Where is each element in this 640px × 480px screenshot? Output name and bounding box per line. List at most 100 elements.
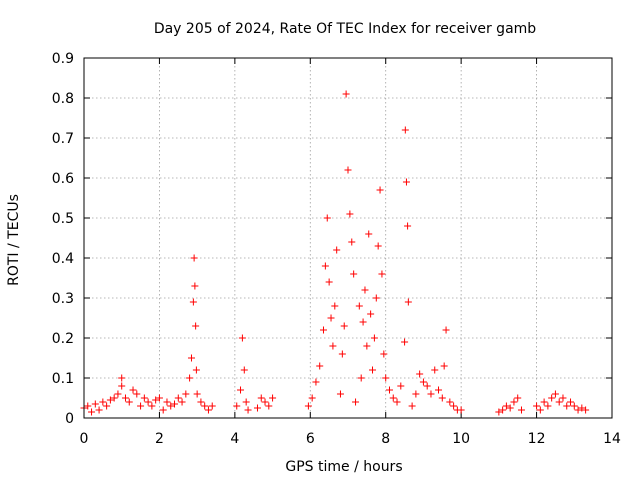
x-axis-label: GPS time / hours [285, 459, 402, 475]
data-point [555, 398, 563, 406]
data-point [182, 390, 190, 398]
data-point [544, 402, 552, 410]
data-point [121, 394, 129, 402]
data-point [125, 398, 133, 406]
y-axis-label: ROTI / TECUs [6, 194, 22, 286]
data-point [191, 282, 199, 290]
data-point [495, 408, 503, 416]
x-tick-label: 2 [155, 431, 164, 447]
data-point [514, 394, 522, 402]
data-point [363, 342, 371, 350]
data-point [163, 398, 171, 406]
y-tick-label: 0.8 [52, 91, 74, 107]
data-point [204, 406, 212, 414]
data-point [193, 390, 201, 398]
data-point [192, 322, 200, 330]
data-point [348, 238, 356, 246]
data-point [152, 396, 160, 404]
data-point [178, 398, 186, 406]
data-point [336, 390, 344, 398]
data-point [106, 396, 114, 404]
data-point [431, 366, 439, 374]
data-point [361, 286, 369, 294]
data-point [389, 394, 397, 402]
data-point [114, 390, 122, 398]
x-tick-label: 14 [603, 431, 621, 447]
data-point [265, 402, 273, 410]
data-point [567, 398, 575, 406]
data-point [242, 398, 250, 406]
data-point [540, 398, 548, 406]
x-tick-label: 10 [452, 431, 470, 447]
data-point [372, 294, 380, 302]
data-point [401, 126, 409, 134]
data-point [103, 402, 111, 410]
data-point [316, 362, 324, 370]
data-point [370, 334, 378, 342]
data-point [192, 366, 200, 374]
y-tick-label: 0.1 [52, 371, 74, 387]
data-point [382, 374, 390, 382]
data-points [80, 90, 590, 416]
data-point [253, 404, 261, 412]
data-point [367, 310, 375, 318]
data-point [197, 398, 205, 406]
data-point [342, 90, 350, 98]
data-point [457, 406, 465, 414]
data-point [440, 362, 448, 370]
data-point [257, 394, 265, 402]
data-point [346, 210, 354, 218]
data-point [208, 402, 216, 410]
data-point [167, 402, 175, 410]
data-point [319, 326, 327, 334]
data-point [402, 178, 410, 186]
data-point [118, 374, 126, 382]
data-point [369, 366, 377, 374]
data-point [148, 402, 156, 410]
data-point [517, 406, 525, 414]
data-point [269, 394, 277, 402]
y-tick-label: 0.5 [52, 211, 74, 227]
data-point [171, 400, 179, 408]
data-point [238, 334, 246, 342]
data-point [412, 390, 420, 398]
data-point [91, 400, 99, 408]
data-point [416, 370, 424, 378]
y-tick-label: 0.6 [52, 171, 74, 187]
data-point [378, 270, 386, 278]
data-point [536, 406, 544, 414]
data-point [582, 406, 590, 414]
data-point [327, 314, 335, 322]
data-point [563, 402, 571, 410]
data-point [350, 270, 358, 278]
x-tick-label: 0 [80, 431, 89, 447]
data-point [499, 406, 507, 414]
data-point [329, 342, 337, 350]
data-point [393, 398, 401, 406]
data-point [502, 402, 510, 410]
data-point [189, 298, 197, 306]
data-point [99, 398, 107, 406]
x-axis-ticks: 0 2 4 6 8 10 12 14 [80, 58, 621, 447]
data-point [144, 398, 152, 406]
data-point [133, 390, 141, 398]
data-point [559, 394, 567, 402]
y-tick-label: 0.4 [52, 251, 74, 267]
data-point [338, 350, 346, 358]
data-point [240, 366, 248, 374]
data-point [551, 390, 559, 398]
data-point [84, 402, 92, 410]
data-point [244, 406, 252, 414]
data-point [155, 394, 163, 402]
data-point [129, 386, 137, 394]
data-point [510, 398, 518, 406]
data-point [533, 402, 541, 410]
data-point [385, 386, 393, 394]
plot-frame [83, 57, 613, 419]
x-tick-label: 8 [381, 431, 390, 447]
x-tick-label: 12 [528, 431, 546, 447]
data-point [140, 394, 148, 402]
data-point [308, 394, 316, 402]
data-point [357, 374, 365, 382]
